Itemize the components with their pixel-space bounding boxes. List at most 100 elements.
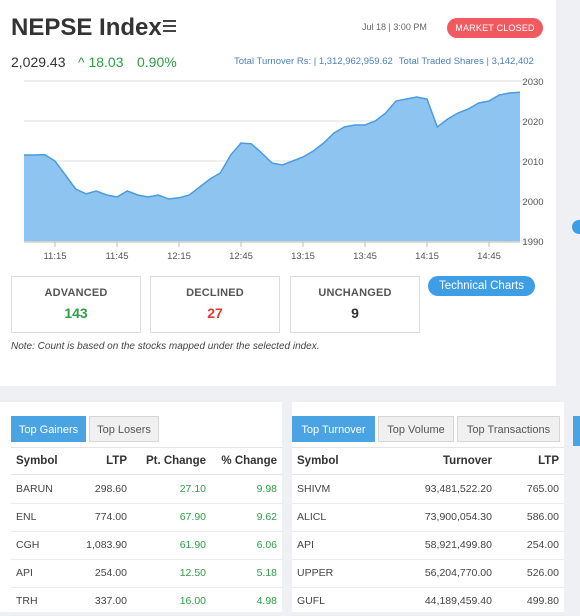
col-turnover[interactable]: Turnover xyxy=(443,455,492,467)
cell-turnover: 73,900,054.30 xyxy=(424,511,492,523)
cell-symbol[interactable]: ENL xyxy=(16,511,37,523)
cell-ltp: 586.00 xyxy=(526,511,559,523)
index-area xyxy=(24,92,520,241)
tab-top-turnover[interactable]: Top Turnover xyxy=(292,416,375,442)
cell-pt-change: 16.00 xyxy=(179,595,206,607)
declined-box: DECLINED 27 xyxy=(150,276,280,333)
cell-symbol[interactable]: BARUN xyxy=(16,483,53,495)
total-turnover: Total Turnover Rs: | 1,312,962,959.62 xyxy=(234,56,393,67)
cell-pct-change: 6.06 xyxy=(256,539,277,551)
table-row[interactable]: ENL 774.00 67.90 9.62 xyxy=(11,504,282,532)
tab-top-volume[interactable]: Top Volume xyxy=(378,416,454,442)
cell-ltp: 774.00 xyxy=(94,511,127,523)
col-ltp[interactable]: LTP xyxy=(106,455,127,467)
x-tick-label: 11:45 xyxy=(105,251,128,262)
y-tick-label: 2000 xyxy=(522,197,543,208)
count-note: Note: Count is based on the stocks mappe… xyxy=(11,341,320,352)
col-symbol[interactable]: Symbol xyxy=(16,455,58,467)
cell-symbol[interactable]: TRH xyxy=(16,595,38,607)
index-value: 2,029.43 xyxy=(11,54,66,70)
cell-pt-change: 61.90 xyxy=(179,539,206,551)
unchanged-label: UNCHANGED xyxy=(318,287,392,299)
advanced-count: 143 xyxy=(64,305,88,321)
y-tick-label: 2010 xyxy=(522,157,543,168)
cell-pt-change: 67.90 xyxy=(179,511,206,523)
advanced-label: ADVANCED xyxy=(44,287,108,299)
advanced-box: ADVANCED 143 xyxy=(11,276,141,333)
col-symbol[interactable]: Symbol xyxy=(297,455,339,467)
tab-top-losers[interactable]: Top Losers xyxy=(89,416,159,442)
unchanged-box: UNCHANGED 9 xyxy=(290,276,420,333)
gainers-losers-panel: Top Gainers Top Losers Symbol LTP Pt. Ch… xyxy=(0,402,282,616)
turnover-summary: Total Turnover Rs: | 1,312,962,959.62 Tot… xyxy=(234,56,534,67)
cell-symbol[interactable]: API xyxy=(16,567,33,579)
y-tick-label: 1990 xyxy=(522,237,543,248)
cell-ltp: 298.60 xyxy=(94,483,127,495)
col-pt-change[interactable]: Pt. Change xyxy=(145,455,206,467)
index-card: NEPSE Index Jul 18 | 3:00 PM MARKET CLOS… xyxy=(0,0,556,386)
cell-symbol[interactable]: SHIVM xyxy=(297,483,331,495)
cell-symbol[interactable]: CGH xyxy=(16,539,40,551)
tab-top-gainers[interactable]: Top Gainers xyxy=(11,416,86,442)
tab-top-transactions[interactable]: Top Transactions xyxy=(457,416,560,442)
cell-pct-change: 9.62 xyxy=(256,511,277,523)
cell-turnover: 56,204,770.00 xyxy=(424,567,492,579)
cell-symbol[interactable]: GUFL xyxy=(297,595,326,607)
cell-symbol[interactable]: UPPER xyxy=(297,567,334,579)
cell-ltp: 765.00 xyxy=(526,483,559,495)
index-area-chart[interactable]: 1990 2000 2010 2020 2030 11:15 11:45 12:15 12:45… xyxy=(0,72,556,268)
table-row[interactable]: CGH 1,083.90 61.90 6.06 xyxy=(11,532,282,560)
table-row[interactable]: UPPER 56,204,770.00 526.00 xyxy=(292,560,564,588)
cell-symbol[interactable]: ALICL xyxy=(297,511,327,523)
cell-turnover: 58,921,499.80 xyxy=(424,539,492,551)
cell-pct-change: 9.98 xyxy=(256,483,277,495)
side-toggle-icon[interactable] xyxy=(572,220,580,234)
index-point-change: ^ 18.03 xyxy=(78,54,124,70)
cell-ltp: 337.00 xyxy=(94,595,127,607)
x-tick-label: 14:15 xyxy=(415,251,439,262)
table-row[interactable]: API 58,921,499.80 254.00 xyxy=(292,532,564,560)
index-line xyxy=(24,91,521,200)
unchanged-count: 9 xyxy=(351,305,359,321)
x-tick-label: 13:15 xyxy=(291,251,315,262)
page-title: NEPSE Index xyxy=(11,14,162,41)
cell-ltp: 254.00 xyxy=(94,567,127,579)
cell-pt-change: 27.10 xyxy=(179,483,206,495)
col-ltp[interactable]: LTP xyxy=(538,455,559,467)
declined-count: 27 xyxy=(207,305,223,321)
cell-ltp: 526.00 xyxy=(526,567,559,579)
col-pct-change[interactable]: % Change xyxy=(221,455,277,467)
cell-pt-change: 12.50 xyxy=(179,567,206,579)
market-status-badge: MARKET CLOSED xyxy=(447,18,543,38)
turnover-table-header: Symbol Turnover LTP xyxy=(292,447,564,475)
gainers-table-header: Symbol LTP Pt. Change % Change xyxy=(11,447,282,475)
y-tick-label: 2030 xyxy=(522,77,543,88)
turnover-panel: Top Turnover Top Volume Top Transactions… xyxy=(292,402,564,616)
table-row[interactable]: BARUN 298.60 27.10 9.98 xyxy=(11,476,282,504)
cell-turnover: 44,189,459.40 xyxy=(424,595,492,607)
cell-pct-change: 5.18 xyxy=(256,567,277,579)
table-row[interactable]: API 254.00 12.50 5.18 xyxy=(11,560,282,588)
declined-label: DECLINED xyxy=(186,287,244,299)
y-tick-label: 2020 xyxy=(522,117,543,128)
cell-ltp: 499.80 xyxy=(526,595,559,607)
table-row[interactable]: ALICL 73,900,054.30 586.00 xyxy=(292,504,564,532)
table-row[interactable]: SHIVM 93,481,522.20 765.00 xyxy=(292,476,564,504)
menu-icon[interactable] xyxy=(163,20,176,34)
cell-turnover: 93,481,522.20 xyxy=(424,483,492,495)
x-tick-label: 12:45 xyxy=(229,251,253,262)
cell-ltp: 1,083.90 xyxy=(86,539,127,551)
index-percent-change: 0.90% xyxy=(137,54,177,70)
table-row[interactable]: GUFL 44,189,459.40 499.80 xyxy=(292,588,564,616)
technical-charts-button[interactable]: Technical Charts xyxy=(428,276,535,296)
x-tick-label: 12:15 xyxy=(167,251,191,262)
next-panel-tab-edge[interactable] xyxy=(573,416,580,446)
x-tick-label: 14:45 xyxy=(477,251,501,262)
cell-pct-change: 4.98 xyxy=(256,595,277,607)
total-traded-shares: Total Traded Shares | 3,142,402 xyxy=(398,56,534,67)
x-tick-label: 13:45 xyxy=(353,251,377,262)
x-tick-label: 11:15 xyxy=(43,251,66,262)
cell-symbol[interactable]: API xyxy=(297,539,314,551)
cell-ltp: 254.00 xyxy=(526,539,559,551)
market-datetime: Jul 18 | 3:00 PM xyxy=(362,22,427,32)
